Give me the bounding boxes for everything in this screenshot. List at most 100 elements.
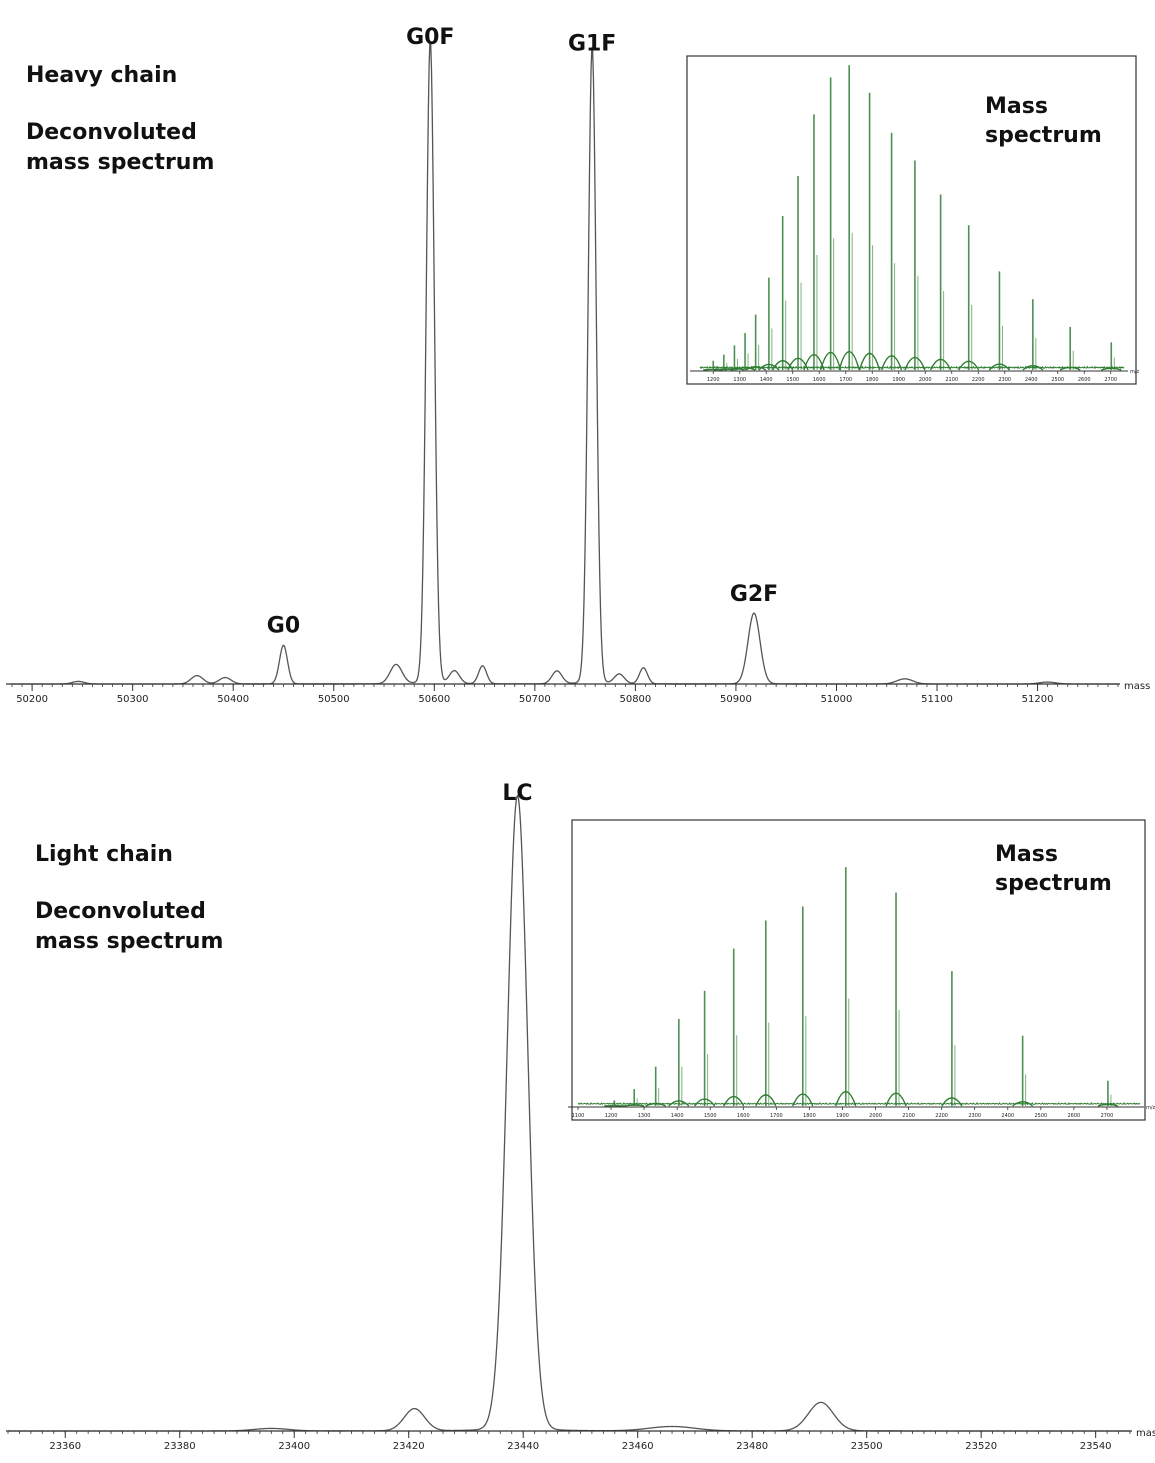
inset-peak-envelope: [988, 363, 1010, 371]
inset-x-tick-label: 2100: [945, 377, 958, 383]
inset-peak-envelope: [819, 351, 842, 371]
inset-peak-envelope: [1022, 365, 1044, 371]
x-tick-label: 51200: [1022, 694, 1054, 705]
x-tick-label: 50600: [418, 694, 450, 705]
inset-x-tick-label: 1900: [892, 377, 905, 383]
inset-x-tick-label: 1800: [803, 1113, 816, 1119]
inset-x-tick-label: 1300: [638, 1113, 651, 1119]
heavy-chain-x-axis: 50200 50300 50400 50500 50600 50700 50800 50900…: [6, 681, 1150, 705]
heavy-chain-inset-frame: [686, 55, 1137, 385]
inset-peak-envelope: [772, 360, 794, 371]
inset-peak-envelope: [958, 360, 980, 371]
inset-x-tick-label: 2200: [935, 1113, 948, 1119]
inset-x-tick-label: 2500: [1034, 1113, 1047, 1119]
inset-x-tick-label: 1100: [572, 1113, 585, 1119]
light-chain-inset-title-2: spectrum: [995, 871, 1112, 896]
light-chain-inset-frame: [571, 819, 1146, 1121]
inset-peak-envelope: [723, 1095, 745, 1107]
peak-label-g0f: G0F: [406, 25, 454, 50]
heavy-chain-inset: 1200 1300 1400 1500 1600 1700 1800 1900 2000 2100…: [686, 55, 1140, 385]
inset-x-tick-label: 2600: [1078, 377, 1091, 383]
inset-peak-envelope: [713, 368, 734, 371]
inset-x-tick-label: 2300: [998, 377, 1011, 383]
inset-x-tick-label: 1700: [770, 1113, 783, 1119]
inset-x-tick-label: 1500: [786, 377, 799, 383]
inset-x-tick-label: 1700: [839, 377, 852, 383]
inset-peak-envelope: [1012, 1101, 1034, 1107]
inset-x-tick-label: 2200: [972, 377, 985, 383]
inset-x-tick-label: 2500: [1051, 377, 1064, 383]
light-chain-inset-title-1: Mass: [995, 842, 1058, 867]
x-tick-label: 23440: [507, 1441, 539, 1452]
heavy-chain-subtitle-1: Deconvoluted: [26, 120, 197, 145]
inset-peak-envelope: [624, 1104, 645, 1107]
light-chain-title: Light chain: [35, 842, 173, 867]
x-tick-label: 51100: [921, 694, 953, 705]
inset-peak-envelope: [694, 1098, 716, 1107]
x-tick-label: 50300: [117, 694, 149, 705]
light-chain-inset: 1100 1200 1300 1400 1500 1600 1700 1800 1900 2000…: [568, 819, 1155, 1121]
inset-x-tick-label: 1400: [760, 377, 773, 383]
inset-x-tick-label: 2600: [1068, 1113, 1081, 1119]
peak-label-g1f: G1F: [568, 31, 616, 56]
inset-peak-envelope: [792, 1093, 814, 1107]
x-tick-label: 23480: [736, 1441, 768, 1452]
inset-peak-envelope: [668, 1100, 690, 1107]
inset-peak-envelope: [734, 367, 756, 371]
x-tick-label: 23460: [622, 1441, 654, 1452]
inset-x-tick-label: 2400: [1001, 1113, 1014, 1119]
x-tick-label: 23540: [1080, 1441, 1112, 1452]
inset-peak-envelope: [1059, 366, 1081, 371]
inset-x-tick-label: 2700: [1101, 1113, 1114, 1119]
light-chain-subtitle-1: Deconvoluted: [35, 899, 206, 924]
inset-x-tick-label: 1600: [737, 1113, 750, 1119]
x-tick-label: 23380: [164, 1441, 196, 1452]
inset-x-tick-label: 2300: [968, 1113, 981, 1119]
inset-peak-envelope: [1097, 1103, 1119, 1107]
inset-x-tick-label: 1600: [813, 377, 826, 383]
peak-label-lc: LC: [502, 781, 532, 806]
x-tick-label: 50800: [619, 694, 651, 705]
x-tick-label: 50500: [318, 694, 350, 705]
inset-peak-envelope: [880, 355, 903, 371]
x-tick-label: 23520: [965, 1441, 997, 1452]
x-axis-label: mass: [1124, 681, 1150, 692]
light-chain-inset-plot: 1100 1200 1300 1400 1500 1600 1700 1800 1900 2000…: [568, 867, 1155, 1119]
inset-peak-envelope: [835, 1090, 857, 1107]
peak-label-g0: G0: [267, 613, 300, 638]
x-axis-label: mas: [1136, 1428, 1155, 1439]
inset-x-tick-label: 1200: [605, 1113, 618, 1119]
inset-x-axis-label: m/z: [1146, 1105, 1155, 1111]
x-tick-label: 23500: [851, 1441, 883, 1452]
inset-x-tick-label: 1200: [707, 377, 720, 383]
inset-peak-envelope: [724, 367, 745, 371]
inset-x-tick-label: 1900: [836, 1113, 849, 1119]
inset-x-tick-label: 1800: [866, 377, 879, 383]
heavy-chain-inset-title-1: Mass: [985, 94, 1048, 119]
x-tick-label: 50700: [519, 694, 551, 705]
inset-peak-envelope: [941, 1097, 963, 1107]
peak-label-g2f: G2F: [730, 582, 778, 607]
light-chain-subtitle-2: mass spectrum: [35, 929, 223, 954]
inset-peak-envelope: [885, 1092, 907, 1107]
x-tick-label: 50200: [16, 694, 48, 705]
heavy-chain-panel: Heavy chain Deconvoluted mass spectrum 5…: [6, 25, 1150, 705]
heavy-chain-inset-plot: 1200 1300 1400 1500 1600 1700 1800 1900 2000 2100…: [690, 65, 1140, 383]
inset-peak-envelope: [755, 1094, 777, 1107]
inset-peak-envelope: [929, 358, 952, 371]
light-chain-panel: Light chain Deconvoluted mass spectrum 2…: [6, 781, 1155, 1452]
inset-peak-envelope: [1101, 367, 1122, 371]
light-chain-peak-labels: LC: [502, 781, 532, 806]
heavy-chain-subtitle-2: mass spectrum: [26, 150, 214, 175]
x-tick-label: 23420: [393, 1441, 425, 1452]
inset-x-axis-label: m/z: [1130, 369, 1140, 375]
x-tick-label: 23360: [49, 1441, 81, 1452]
inset-baseline: [699, 365, 1125, 370]
x-tick-label: 23400: [278, 1441, 310, 1452]
heavy-chain-title: Heavy chain: [26, 63, 177, 88]
heavy-chain-peak-labels: G0 G0F G1F G2F: [267, 25, 778, 638]
x-tick-label: 51000: [821, 694, 853, 705]
inset-peak-envelope: [745, 365, 767, 371]
inset-peak-envelope: [645, 1102, 666, 1107]
